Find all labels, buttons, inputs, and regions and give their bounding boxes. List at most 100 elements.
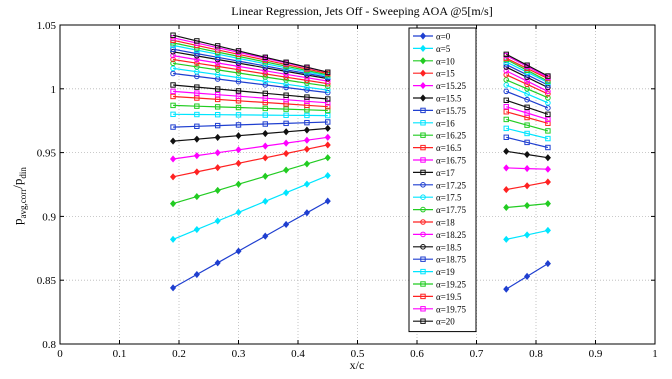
series-line-left [173,55,328,82]
series-α=16 [170,111,551,142]
legend-marker [419,82,427,90]
data-point [544,226,551,235]
data-point [503,147,510,155]
data-point [303,160,310,168]
data-point [283,149,290,158]
data-point [283,106,289,112]
data-point [214,60,221,66]
legend-label: α=17.75 [436,205,467,215]
data-point [324,87,331,93]
data-point [194,95,200,101]
data-point [214,104,221,110]
data-point [170,111,176,118]
series-line-left [172,200,329,289]
legend-item: α=0 [413,32,451,42]
legend-item: α=17.25 [413,180,467,190]
data-point [169,173,177,181]
data-point [194,56,200,63]
data-point [503,134,509,140]
legend-marker [420,169,426,176]
data-point [262,90,268,97]
data-point [304,64,310,70]
y-axis-label-sub: avg,corr [18,189,28,219]
data-point [524,81,530,88]
legend-box [408,27,477,333]
series-line-left [173,113,328,117]
x-tick-label: 0.7 [470,348,484,360]
series-line-left [172,48,328,78]
series-line-right [506,99,549,115]
series-line-right [506,136,549,149]
y-tick-label: 1 [51,84,57,96]
legend-label: α=18.5 [436,242,462,252]
data-point [235,63,242,70]
data-point [524,91,530,97]
legend-item: α=19.75 [413,304,467,314]
data-point [214,54,221,61]
legend: α=0 α=5 α=10 α=15 α=15.25 α=15.5 α=15.75 α=16 α=… [408,27,477,333]
legend-label: α=17.5 [436,193,462,203]
legend-item: α=18.5 [413,242,462,252]
series-line-right [506,106,549,120]
data-point [503,285,510,293]
data-point [170,52,176,59]
series-α=0 [169,197,551,293]
series-α=10 [169,154,551,212]
legend-marker [420,318,426,324]
data-point [193,135,200,143]
legend-item: α=15.75 [413,106,467,116]
data-point [235,104,242,111]
legend-marker [420,256,426,262]
data-point [503,68,510,74]
series-line-left [172,44,328,77]
series-α=20 [170,32,551,79]
data-point [503,88,510,95]
data-point [503,71,510,78]
data-point [194,38,200,44]
legend-label: α=20 [436,317,455,327]
data-point [214,122,221,129]
data-point [503,109,509,115]
legend-label: α=15.75 [436,106,467,116]
legend-label: α=19.75 [436,304,467,314]
data-point [262,142,269,150]
data-point [545,128,551,134]
data-point [304,112,310,119]
data-point [194,64,200,70]
data-point [214,164,221,172]
data-point [524,182,531,190]
data-point [545,144,551,151]
x-tick-label: 0.3 [232,348,246,360]
series-line-left [173,84,328,100]
data-point [262,121,268,127]
data-point [524,104,530,111]
data-point [194,123,200,129]
data-point [262,129,269,138]
data-point [503,97,509,103]
series-line-left [173,104,328,112]
legend-label: α=18.25 [436,230,467,240]
data-point [325,100,331,106]
y-tick-label: 0.95 [37,148,57,160]
legend-marker [420,244,426,250]
series-layer [169,32,551,293]
legend-marker [419,32,427,40]
legend-label: α=16.25 [436,131,467,141]
data-point [324,124,331,132]
legend-item: α=16 [413,118,455,128]
data-point [524,78,530,84]
data-point [169,235,177,243]
legend-label: α=16 [436,118,455,128]
data-point [524,122,530,128]
series-line-left [172,175,329,240]
data-point [544,165,551,173]
data-point [235,247,242,255]
series-line-right [506,79,549,99]
data-point [283,128,290,136]
y-tick-label: 1.05 [37,20,57,32]
data-point [235,132,242,140]
data-point [235,122,242,128]
data-point [170,93,176,100]
data-point [194,111,200,118]
